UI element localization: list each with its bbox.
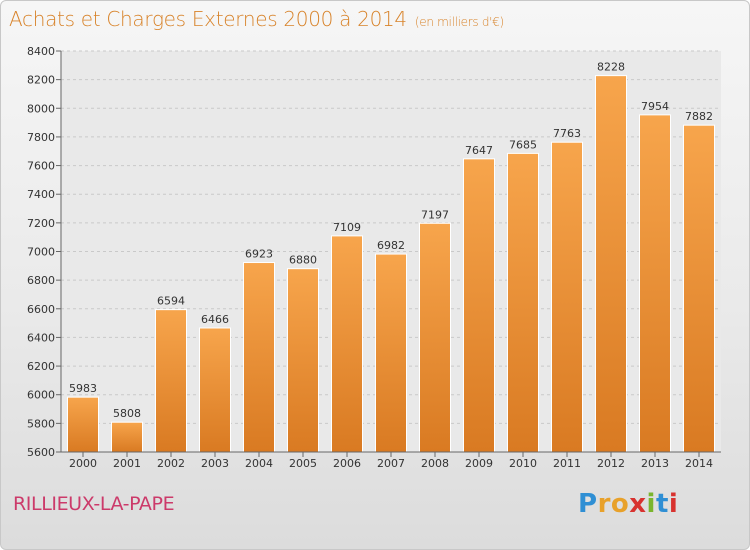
bar [375, 253, 407, 453]
logo-letter: o [610, 489, 630, 519]
data-label: 7647 [465, 144, 493, 157]
x-tick-label: 2009 [465, 457, 493, 470]
logo-letter: i [668, 489, 679, 519]
data-label: 6923 [245, 248, 273, 261]
x-tick-label: 2007 [377, 457, 405, 470]
bars-layer: 5983 5808 6594 6466 6923 6880 7109 6982 7197 7647… [67, 61, 715, 453]
x-tick-label: 2000 [69, 457, 97, 470]
y-tick-label: 7600 [27, 160, 55, 173]
y-tick-label: 8200 [27, 74, 55, 87]
chart-title: Achats et Charges Externes 2000 à 2014 [9, 7, 407, 31]
data-label: 7954 [641, 100, 669, 113]
x-tick-label: 2011 [553, 457, 581, 470]
logo-letter: i [646, 489, 656, 519]
bar [683, 124, 715, 453]
bar [507, 152, 539, 453]
y-tick-label: 8000 [27, 102, 55, 115]
logo-letter: t [655, 489, 669, 519]
data-label: 6982 [377, 239, 405, 252]
bar [287, 268, 319, 453]
x-tick-label: 2006 [333, 457, 361, 470]
x-tick-label: 2013 [641, 457, 669, 470]
data-label: 6466 [201, 313, 229, 326]
axis-layer: 5600 5800 6000 6200 6400 6600 6800 7000 7200 7400… [27, 45, 721, 470]
x-tick-label: 2002 [157, 457, 185, 470]
proxiti-logo[interactable]: Proxiti [578, 489, 678, 519]
y-tick-label: 7800 [27, 131, 55, 144]
y-tick-label: 7000 [27, 246, 55, 259]
logo-letter: x [629, 489, 647, 519]
logo-letter: r [597, 489, 611, 519]
x-tick-label: 2003 [201, 457, 229, 470]
bar [639, 114, 671, 453]
data-label: 7882 [685, 110, 713, 123]
chart-unit: (en milliers d'€) [414, 15, 504, 29]
y-tick-label: 7200 [27, 217, 55, 230]
bar [111, 421, 143, 453]
y-tick-label: 6600 [27, 303, 55, 316]
y-tick-label: 6000 [27, 389, 55, 402]
bar [419, 222, 451, 453]
y-tick-label: 6400 [27, 331, 55, 344]
town-name: RILLIEUX-LA-PAPE [13, 493, 175, 515]
data-label: 5983 [69, 382, 97, 395]
y-tick-label: 6200 [27, 360, 55, 373]
x-tick-label: 2014 [685, 457, 713, 470]
data-label: 5808 [113, 407, 141, 420]
bar [199, 327, 231, 453]
data-label: 7109 [333, 221, 361, 234]
x-tick-label: 2001 [113, 457, 141, 470]
x-tick-label: 2004 [245, 457, 273, 470]
bar [595, 75, 627, 453]
data-label: 7685 [509, 138, 537, 151]
x-tick-label: 2012 [597, 457, 625, 470]
y-tick-label: 5600 [27, 446, 55, 459]
data-label: 8228 [597, 61, 625, 74]
bar [67, 396, 99, 453]
x-tick-label: 2008 [421, 457, 449, 470]
data-label: 6594 [157, 295, 185, 308]
bar [463, 158, 495, 453]
bar [155, 309, 187, 453]
y-tick-label: 7400 [27, 188, 55, 201]
chart-title-block: Achats et Charges Externes 2000 à 2014 (e… [9, 7, 504, 31]
y-tick-label: 8400 [27, 45, 55, 58]
data-label: 6880 [289, 254, 317, 267]
logo-letter: P [578, 489, 598, 519]
data-label: 7197 [421, 208, 449, 221]
x-tick-label: 2010 [509, 457, 537, 470]
bar [551, 141, 583, 453]
y-tick-label: 6800 [27, 274, 55, 287]
bar [331, 235, 363, 453]
y-tick-label: 5800 [27, 417, 55, 430]
data-label: 7763 [553, 127, 581, 140]
bar [243, 262, 275, 453]
x-tick-label: 2005 [289, 457, 317, 470]
